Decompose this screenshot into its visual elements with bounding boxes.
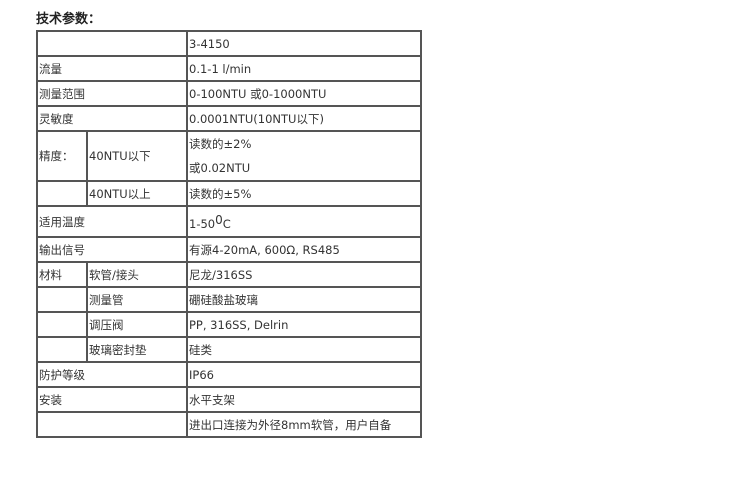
row-value: 读数的±2% 或0.02NTU	[186, 130, 422, 182]
row-label: 防护等级	[36, 361, 188, 388]
table-row: 流量 0.1-1 l/min	[36, 55, 422, 82]
row-value: 有源4-20mA, 600Ω, RS485	[186, 236, 422, 263]
table-row: 40NTU以上 读数的±5%	[36, 180, 422, 207]
row-value: 3-4150	[186, 30, 422, 57]
row-label: 安装	[36, 386, 188, 413]
table-row: 安装 水平支架	[36, 386, 422, 413]
row-value: 0.1-1 l/min	[186, 55, 422, 82]
table-row: 灵敏度 0.0001NTU(10NTU以下)	[36, 105, 422, 132]
table-row: 调压阀 PP, 316SS, Delrin	[36, 311, 422, 338]
row-label	[36, 180, 88, 207]
table-row: 材料 软管/接头 尼龙/316SS	[36, 261, 422, 288]
row-label: 灵敏度	[36, 105, 188, 132]
row-value: 硅类	[186, 336, 422, 363]
row-label	[36, 336, 88, 363]
row-label: 材料	[36, 261, 88, 288]
row-value: 水平支架	[186, 386, 422, 413]
row-sublabel: 40NTU以上	[86, 180, 188, 207]
row-value: IP66	[186, 361, 422, 388]
row-value: 尼龙/316SS	[186, 261, 422, 288]
row-value: 硼硅酸盐玻璃	[186, 286, 422, 313]
row-label	[36, 30, 188, 57]
table-row: 适用温度 1-500C	[36, 205, 422, 238]
degree-sup: 0	[215, 212, 223, 227]
spec-table: 3-4150 流量 0.1-1 l/min 测量范围 0-100NTU 或0-1…	[36, 30, 422, 438]
row-sublabel: 测量管	[86, 286, 188, 313]
row-sublabel: 玻璃密封垫	[86, 336, 188, 363]
table-row: 输出信号 有源4-20mA, 600Ω, RS485	[36, 236, 422, 263]
value-line: 或0.02NTU	[189, 161, 251, 175]
row-label: 流量	[36, 55, 188, 82]
row-sublabel: 软管/接头	[86, 261, 188, 288]
section-title: 技术参数：	[36, 12, 102, 27]
value-line: 读数的±2%	[189, 137, 252, 151]
table-row: 防护等级 IP66	[36, 361, 422, 388]
row-label	[36, 286, 88, 313]
table-row: 3-4150	[36, 30, 422, 57]
temp-range: 1-50	[189, 216, 216, 231]
row-value: 0-100NTU 或0-1000NTU	[186, 80, 422, 107]
row-value: PP, 316SS, Delrin	[186, 311, 422, 338]
row-sublabel: 调压阀	[86, 311, 188, 338]
table-row: 玻璃密封垫 硅类	[36, 336, 422, 363]
row-label	[36, 411, 188, 438]
table-row: 测量范围 0-100NTU 或0-1000NTU	[36, 80, 422, 107]
row-value: 0.0001NTU(10NTU以下)	[186, 105, 422, 132]
row-value: 进出口连接为外径8mm软管，用户自备	[186, 411, 422, 438]
row-label: 测量范围	[36, 80, 188, 107]
row-label: 适用温度	[36, 205, 188, 238]
row-label	[36, 311, 88, 338]
row-sublabel: 40NTU以下	[86, 130, 188, 182]
temp-unit: C	[222, 216, 231, 231]
table-row: 进出口连接为外径8mm软管，用户自备	[36, 411, 422, 438]
row-label: 输出信号	[36, 236, 188, 263]
row-value: 1-500C	[186, 205, 422, 238]
row-label: 精度：	[36, 130, 88, 182]
table-row: 精度： 40NTU以下 读数的±2% 或0.02NTU	[36, 130, 422, 182]
row-value: 读数的±5%	[186, 180, 422, 207]
table-row: 测量管 硼硅酸盐玻璃	[36, 286, 422, 313]
